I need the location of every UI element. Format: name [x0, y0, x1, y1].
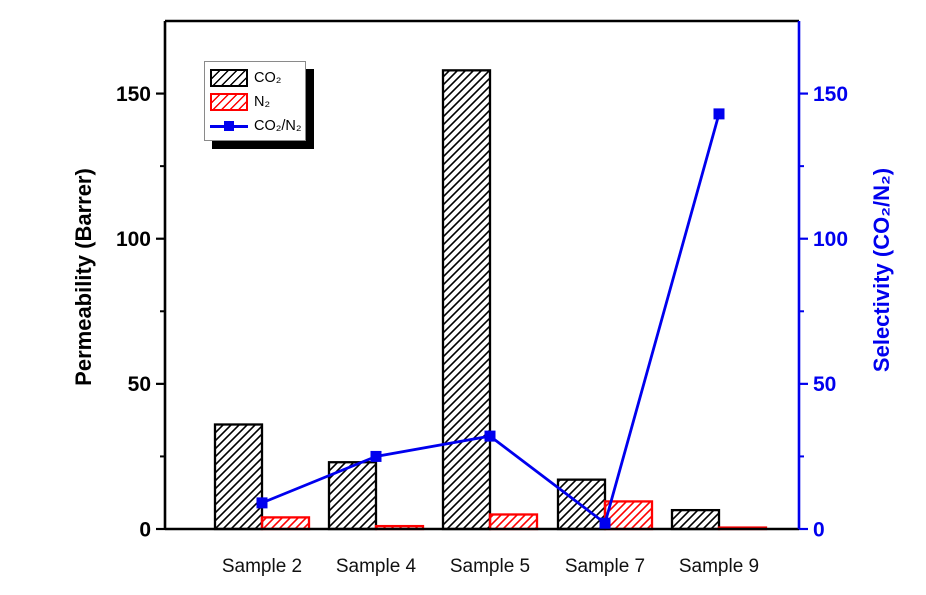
- right-axis-title: Selectivity (CO₂/N₂): [869, 167, 894, 373]
- legend-label-n2: N₂: [254, 93, 271, 110]
- bar-co2-sample-2: [213, 423, 264, 531]
- right-tick-label: 150: [813, 83, 848, 106]
- selectivity-marker-sample-5: [484, 430, 496, 442]
- x-category-label: Sample 5: [450, 556, 530, 577]
- selectivity-marker-sample-9: [713, 108, 725, 120]
- selectivity-marker-sample-7: [599, 517, 611, 529]
- bar-co2-sample-9: [670, 508, 721, 531]
- bar-n2-sample-5: [488, 513, 539, 531]
- x-category-label: Sample 4: [336, 556, 417, 577]
- legend-label-co2n2: CO₂/N₂: [254, 117, 302, 134]
- x-category-label: Sample 2: [222, 556, 302, 577]
- legend-entry-co2n2: CO₂/N₂: [210, 114, 305, 138]
- legend-label-co2: CO₂: [254, 69, 282, 86]
- bar-n2-sample-2: [260, 516, 311, 531]
- left-tick-label: 150: [116, 83, 151, 106]
- left-tick-label: 0: [139, 518, 151, 541]
- co2-hatch-swatch-icon: [210, 69, 248, 87]
- line-marker-swatch-icon: [210, 119, 248, 133]
- left-tick-label: 50: [128, 373, 151, 396]
- left-axis-title: Permeability (Barrer): [71, 168, 96, 386]
- right-tick-label: 0: [813, 518, 825, 541]
- right-tick-label: 100: [813, 228, 848, 251]
- legend: CO₂ N₂ CO₂/N₂: [204, 61, 306, 141]
- legend-entry-n2: N₂: [210, 90, 305, 114]
- x-category-label: Sample 9: [679, 556, 759, 577]
- x-category-label: Sample 7: [565, 556, 645, 577]
- selectivity-marker-sample-4: [370, 450, 382, 462]
- n2-hatch-swatch-icon: [210, 93, 248, 111]
- right-tick-label: 50: [813, 373, 836, 396]
- selectivity-marker-sample-2: [256, 497, 268, 509]
- bar-n2-sample-7: [603, 500, 654, 531]
- legend-entry-co2: CO₂: [210, 66, 305, 90]
- bar-co2-sample-5: [441, 69, 492, 531]
- left-tick-label: 100: [116, 228, 151, 251]
